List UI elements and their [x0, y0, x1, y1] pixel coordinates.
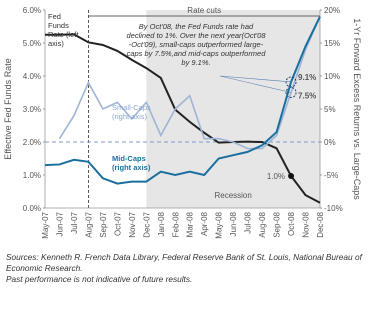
rate-cuts-label: Rate cuts — [187, 6, 221, 15]
y2-tick-label: 15% — [324, 39, 340, 48]
value-label: 7.5% — [298, 92, 316, 101]
x-tick-label: Dec-07 — [142, 211, 151, 237]
x-tick-label: Nov-08 — [302, 211, 311, 237]
pointer — [219, 75, 292, 93]
y2-axis-title: 1-Yr Forward Excess Returns vs. Large-Ca… — [352, 18, 362, 200]
series-line — [45, 33, 321, 204]
x-tick-label: Feb-08 — [171, 211, 180, 237]
x-tick-label: Oct-08 — [287, 211, 296, 236]
y-tick-label: 6.0% — [23, 6, 41, 15]
x-tick-label: Mar-08 — [186, 211, 195, 237]
value-label: 9.1% — [298, 73, 316, 82]
y2-tick-label: -5% — [324, 171, 338, 180]
y2-tick-label: 20% — [324, 6, 340, 15]
footer: Sources: Kenneth R. French Data Library,… — [6, 252, 374, 285]
x-tick-label: Sep-07 — [99, 211, 108, 237]
y-tick-label: 5.0% — [23, 39, 41, 48]
point-ring — [285, 87, 297, 98]
x-tick-label: Aug-08 — [258, 211, 267, 237]
y-tick-label: 1.0% — [23, 171, 41, 180]
x-tick-label: Dec-08 — [316, 211, 325, 237]
series-line — [58, 16, 321, 150]
point-ring — [285, 76, 297, 88]
annotation: By Oct'08, the Fed Funds rate had declin… — [126, 22, 266, 67]
x-tick-label: Sep-08 — [273, 211, 282, 237]
x-tick-label: May-07 — [41, 211, 50, 238]
point — [288, 172, 295, 179]
recession-label: Recession — [214, 191, 251, 200]
y-tick-label: 3.0% — [23, 105, 41, 114]
chart: Recession Rate cuts 0.0% 1.0% 2.0% 3.0% 4.0% 5.… — [3, 6, 362, 239]
pointer — [219, 75, 292, 83]
footer-source: Sources: Kenneth R. French Data Library,… — [6, 252, 362, 273]
footer-disclaimer: Past performance is not indicative of fu… — [6, 274, 193, 284]
x-tick-label: Jan-08 — [157, 211, 166, 236]
x-tick-label: May-08 — [215, 211, 224, 238]
y2-tick-label: 0% — [324, 138, 336, 147]
x-tick-label: Nov-07 — [128, 211, 137, 237]
x-tick-label: Aug-07 — [84, 211, 93, 237]
y-tick-label: 0.0% — [23, 204, 41, 213]
x-tick-label: Jun-08 — [229, 211, 238, 236]
series-label: Small-Caps (right axis) — [112, 103, 151, 121]
x-tick-label: Apr-08 — [200, 211, 209, 236]
y-axis-title: Effective Fed Funds Rate — [3, 58, 13, 159]
x-tick-label: Jul-08 — [244, 211, 253, 233]
x-tick-label: Oct-07 — [113, 211, 122, 236]
series-line — [44, 16, 321, 185]
y2-tick-label: 5% — [324, 105, 336, 114]
y2-tick-label: -10% — [324, 204, 343, 213]
x-tick-label: Jul-07 — [70, 211, 79, 233]
value-label: 1.0% — [267, 172, 285, 181]
y2-tick-label: 10% — [324, 72, 340, 81]
series-label: Fed Funds Rate (left axis) — [48, 12, 79, 48]
y-tick-label: 4.0% — [23, 72, 41, 81]
y-tick-label: 2.0% — [23, 138, 41, 147]
x-tick-label: Jun-07 — [55, 211, 64, 236]
series-label: Mid-Caps (right axis) — [112, 154, 151, 172]
